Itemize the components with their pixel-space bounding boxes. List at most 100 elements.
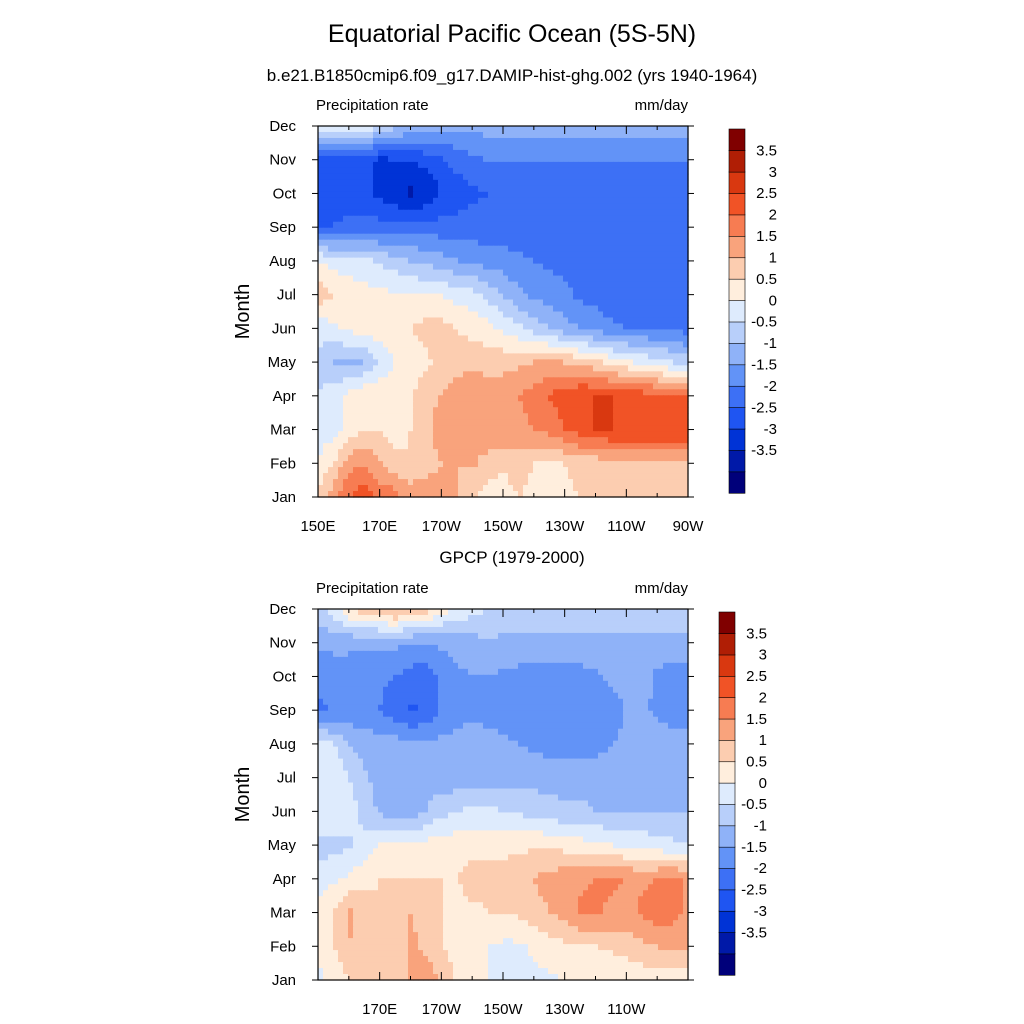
- contour-cell: [553, 329, 559, 337]
- contour-cell: [423, 626, 429, 634]
- contour-cell: [563, 359, 569, 366]
- contour-cell: [643, 137, 649, 145]
- contour-cell: [458, 209, 464, 217]
- contour-cell: [388, 251, 394, 259]
- contour-cell: [523, 329, 529, 337]
- contour-cell: [323, 467, 329, 474]
- contour-cell: [393, 371, 399, 378]
- contour-cell: [463, 626, 469, 634]
- contour-cell: [583, 413, 589, 420]
- contour-cell: [558, 167, 564, 175]
- contour-cell: [678, 347, 684, 354]
- contour-cell: [633, 437, 639, 444]
- contour-cell: [653, 137, 659, 145]
- contour-cell: [663, 179, 669, 187]
- contour-cell: [543, 467, 549, 474]
- contour-cell: [468, 353, 474, 360]
- contour-cell: [548, 293, 554, 301]
- contour-cell: [378, 491, 384, 498]
- contour-cell: [613, 311, 619, 319]
- contour-cell: [328, 126, 334, 133]
- contour-cell: [573, 299, 579, 307]
- contour-cell: [628, 143, 634, 151]
- contour-cell: [558, 245, 564, 253]
- contour-cell: [618, 305, 624, 313]
- contour-cell: [653, 305, 659, 313]
- contour-cell: [508, 614, 514, 622]
- contour-cell: [353, 233, 359, 241]
- contour-cell: [653, 209, 659, 217]
- contour-cell: [588, 209, 594, 217]
- contour-cell: [573, 437, 579, 444]
- contour-cell: [628, 614, 634, 622]
- contour-cell: [343, 269, 349, 277]
- contour-cell: [558, 251, 564, 259]
- contour-cell: [503, 155, 509, 163]
- contour-cell: [408, 455, 414, 462]
- contour-cell: [538, 131, 544, 139]
- contour-cell: [618, 467, 624, 474]
- contour-cell: [498, 413, 504, 420]
- contour-cell: [408, 233, 414, 241]
- contour-cell: [578, 233, 584, 241]
- contour-cell: [378, 371, 384, 378]
- contour-cell: [578, 143, 584, 151]
- contour-cell: [498, 437, 504, 444]
- contour-cell: [683, 317, 689, 325]
- contour-cell: [628, 341, 634, 348]
- contour-cell: [668, 377, 674, 384]
- contour-cell: [628, 269, 634, 277]
- contour-cell: [488, 395, 494, 402]
- contour-cell: [503, 239, 509, 247]
- contour-cell: [548, 614, 554, 622]
- contour-cell: [648, 203, 654, 211]
- contour-cell: [503, 221, 509, 229]
- contour-cell: [458, 467, 464, 474]
- contour-cell: [483, 395, 489, 402]
- contour-cell: [463, 299, 469, 307]
- contour-cell: [568, 461, 574, 468]
- contour-cell: [418, 620, 424, 628]
- contour-cell: [363, 167, 369, 175]
- contour-cell: [553, 383, 559, 390]
- contour-cell: [443, 365, 449, 372]
- colorbar-label: 3.5: [756, 142, 777, 159]
- contour-cell: [488, 185, 494, 193]
- contour-cell: [633, 383, 639, 390]
- contour-cell: [638, 161, 644, 169]
- contour-cell: [608, 191, 614, 199]
- contour-cell: [603, 353, 609, 360]
- contour-cell: [413, 155, 419, 163]
- contour-cell: [598, 317, 604, 325]
- contour-cell: [338, 179, 344, 187]
- contour-cell: [433, 455, 439, 462]
- contour-cell: [678, 455, 684, 462]
- colorbar-label: 1.5: [756, 228, 777, 245]
- contour-cell: [438, 239, 444, 247]
- contour-cell: [433, 473, 439, 480]
- contour-cell: [458, 620, 464, 628]
- contour-cell: [448, 461, 454, 468]
- contour-cell: [603, 407, 609, 414]
- contour-cell: [653, 245, 659, 253]
- contour-cell: [543, 281, 549, 289]
- contour-cell: [593, 359, 599, 366]
- contour-cell: [438, 449, 444, 456]
- contour-cell: [453, 371, 459, 378]
- contour-cell: [513, 455, 519, 462]
- contour-cell: [438, 491, 444, 498]
- contour-cell: [413, 209, 419, 217]
- contour-cell: [678, 389, 684, 396]
- contour-cell: [458, 245, 464, 253]
- contour-cell: [598, 461, 604, 468]
- contour-cell: [538, 257, 544, 265]
- contour-cell: [638, 449, 644, 456]
- contour-cell: [318, 413, 324, 420]
- contour-cell: [368, 359, 374, 366]
- contour-cell: [528, 341, 534, 348]
- contour-cell: [518, 419, 524, 426]
- contour-cell: [363, 347, 369, 354]
- contour-cell: [398, 167, 404, 175]
- contour-cell: [358, 359, 364, 366]
- contour-cell: [403, 485, 409, 492]
